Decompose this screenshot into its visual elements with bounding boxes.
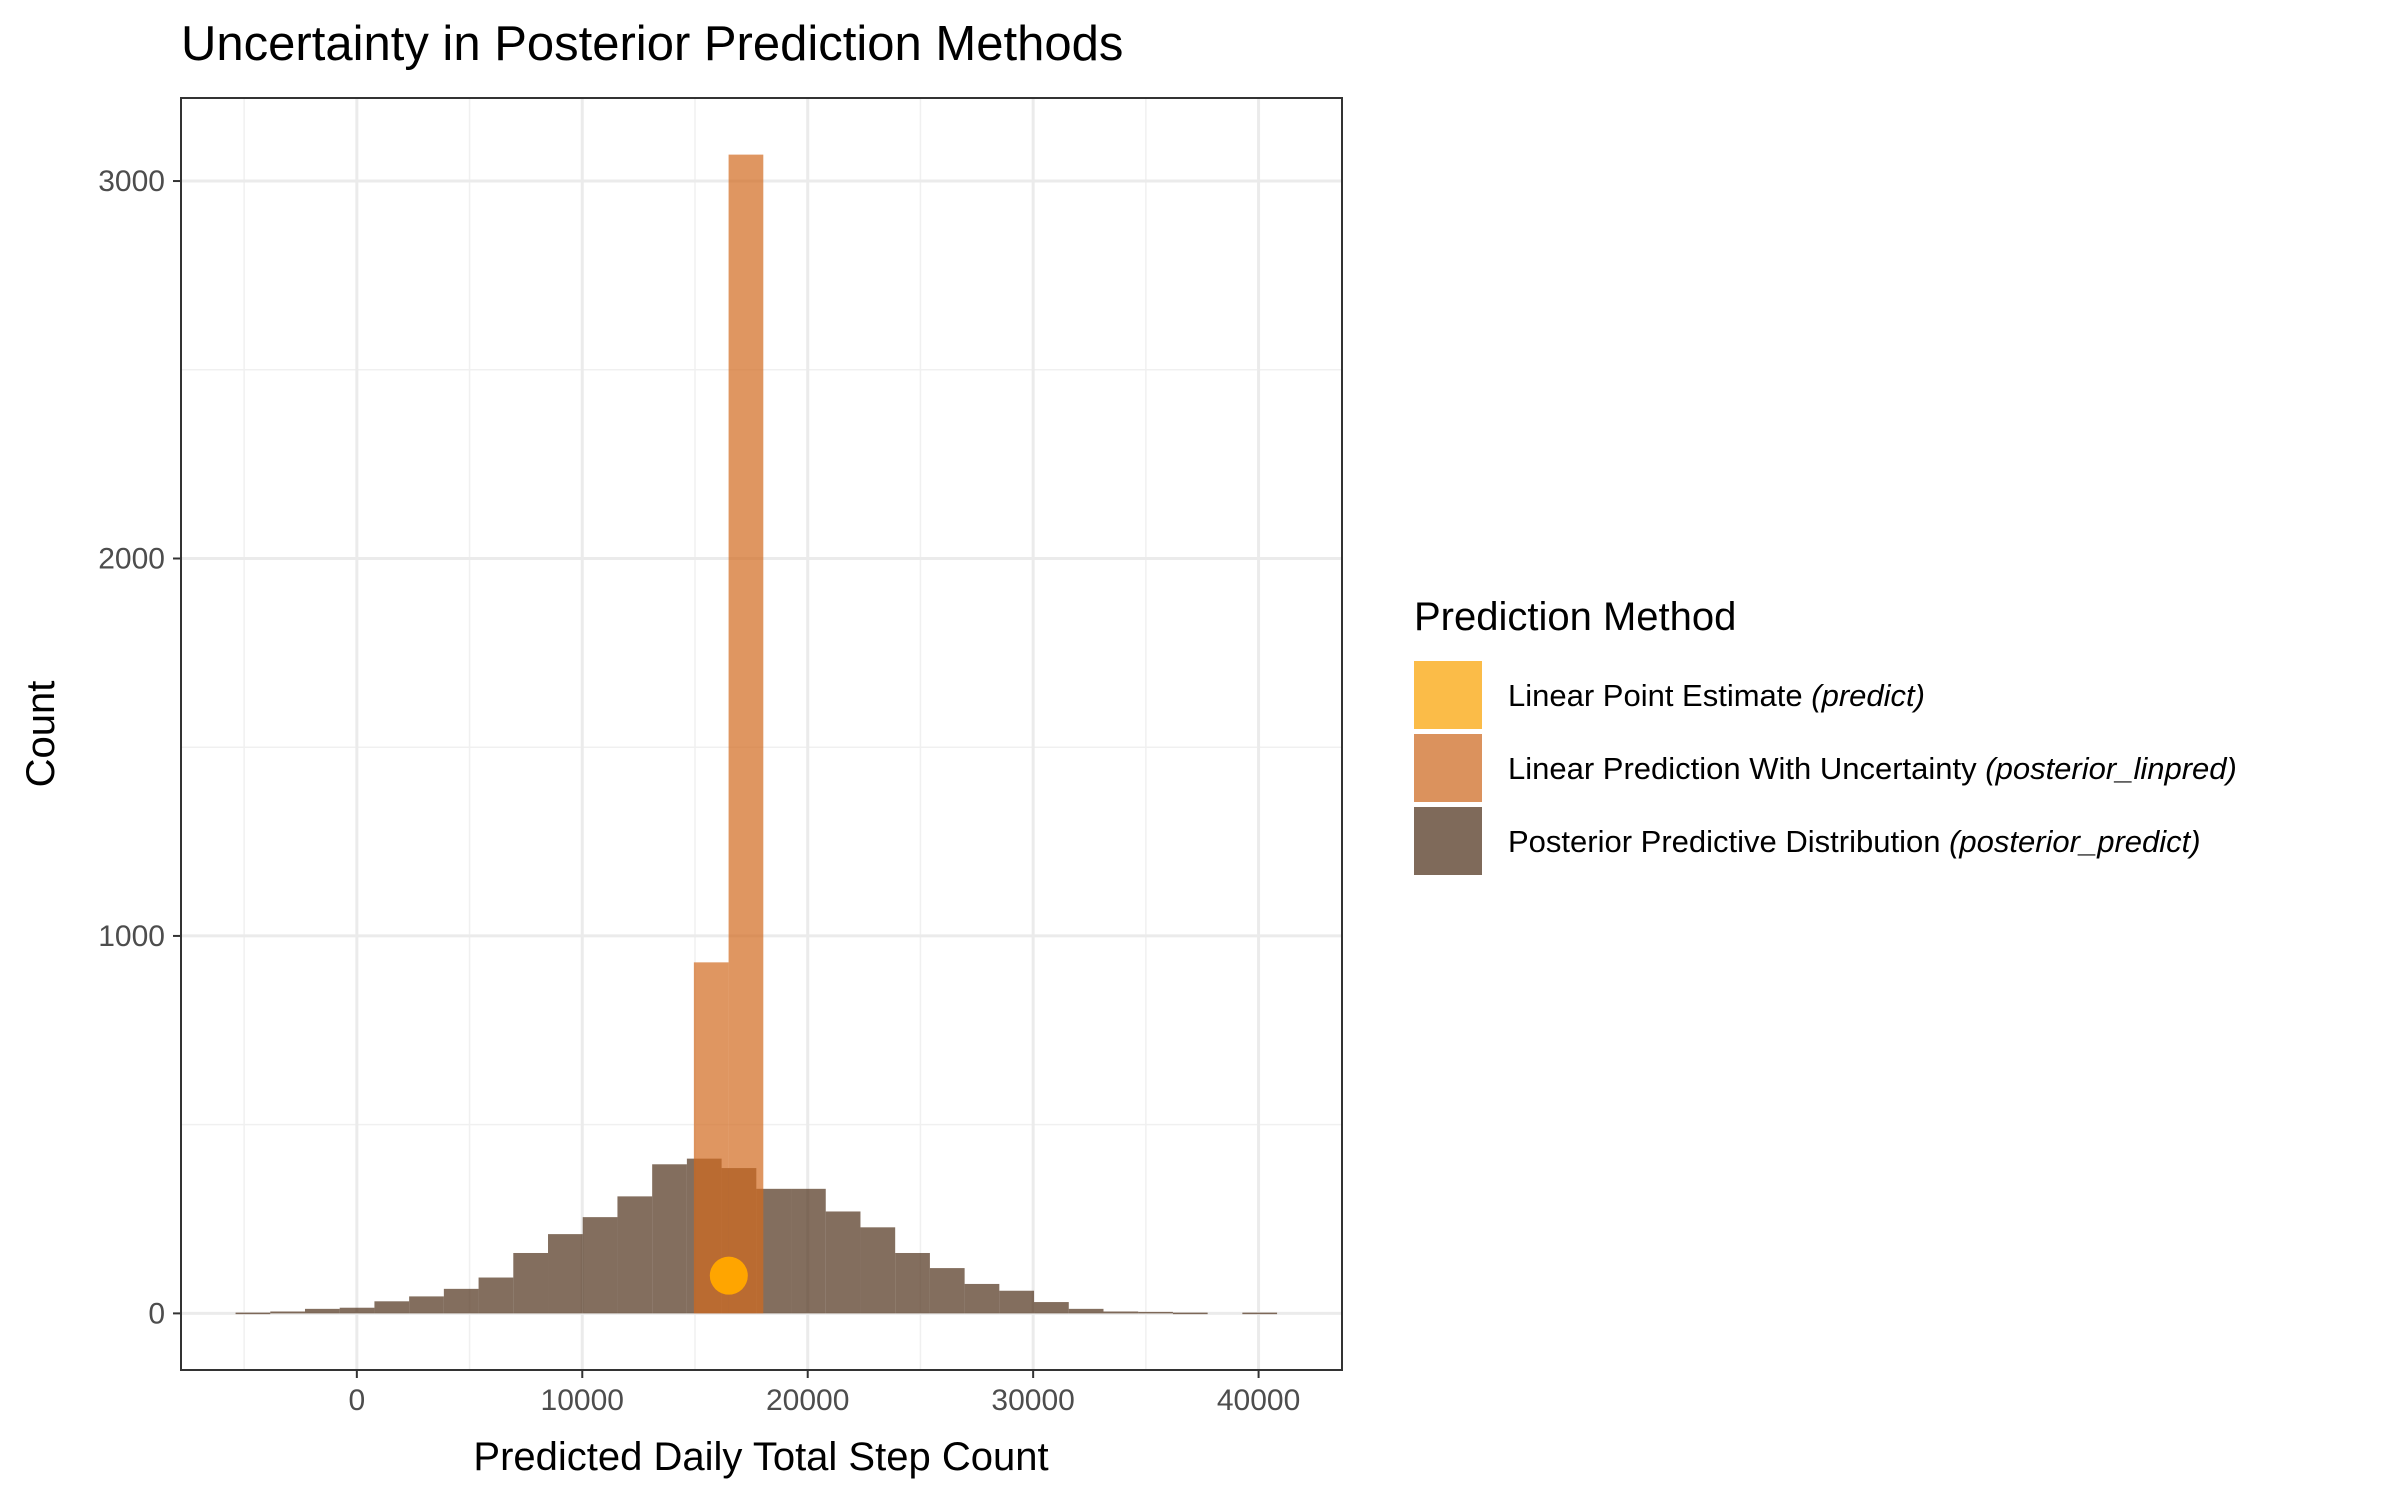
histogram-bar-posterior-predict — [1242, 1312, 1278, 1315]
x-tick-label: 30000 — [991, 1384, 1074, 1417]
histogram-bar-posterior-predict — [791, 1188, 826, 1314]
histogram-bar-posterior-predict — [1034, 1302, 1069, 1314]
histogram-bar-posterior-linpred — [728, 154, 764, 1314]
legend-item-label: Linear Prediction With Uncertainty (post… — [1508, 751, 2237, 786]
histogram-bar-posterior-predict — [270, 1311, 305, 1314]
histogram-bar-posterior-predict — [513, 1252, 549, 1314]
y-tick-label: 3000 — [98, 165, 165, 198]
legend: Prediction Method Linear Point Estimate … — [1414, 595, 2237, 875]
histogram-bar-posterior-predict — [1172, 1312, 1208, 1315]
histogram-bar-posterior-predict — [1103, 1311, 1139, 1314]
histogram-bar-posterior-linpred — [693, 962, 729, 1314]
chart-title: Uncertainty in Posterior Prediction Meth… — [181, 17, 1123, 71]
histogram-bar-posterior-predict — [1138, 1311, 1173, 1314]
y-tick-label: 2000 — [98, 542, 165, 575]
y-tick-label: 1000 — [98, 920, 165, 953]
histogram-bar-posterior-predict — [964, 1283, 1000, 1314]
histogram-bar-posterior-predict — [548, 1234, 583, 1314]
histogram-bar-posterior-predict — [825, 1211, 861, 1314]
histogram-bar-posterior-predict — [860, 1227, 896, 1314]
histogram-bar-posterior-predict — [235, 1312, 271, 1315]
legend-key-swatch — [1414, 807, 1482, 875]
y-axis-title: Count — [19, 681, 63, 788]
y-axis: 0 1000 2000 3000 — [98, 165, 181, 1330]
x-tick-label: 20000 — [766, 1384, 849, 1417]
x-tick-label: 10000 — [541, 1384, 624, 1417]
legend-title: Prediction Method — [1414, 595, 1736, 639]
legend-key-swatch — [1414, 661, 1482, 729]
legend-items: Linear Point Estimate (predict) Linear Pr… — [1414, 661, 2237, 875]
histogram-bar-posterior-predict — [929, 1268, 965, 1314]
histogram-bar-posterior-predict — [582, 1217, 618, 1314]
posterior-linpred-bars — [693, 154, 764, 1314]
y-tick-label: 0 — [148, 1297, 165, 1330]
point-estimate-marker — [709, 1256, 748, 1295]
histogram-bar-posterior-predict — [1068, 1308, 1104, 1314]
point-estimate-markers — [709, 1256, 748, 1295]
x-axis: 0 10000 20000 30000 40000 — [348, 1370, 1300, 1417]
legend-item-label: Linear Point Estimate (predict) — [1508, 678, 1925, 713]
histogram-bar-posterior-predict — [374, 1301, 410, 1314]
x-axis-title: Predicted Daily Total Step Count — [473, 1435, 1048, 1479]
histogram-bar-posterior-predict — [617, 1196, 653, 1314]
histogram-bar-posterior-predict — [443, 1288, 479, 1314]
x-tick-label: 40000 — [1217, 1384, 1300, 1417]
histogram-bar-posterior-predict — [304, 1308, 340, 1314]
histogram-bar-posterior-predict — [478, 1277, 514, 1314]
legend-key-swatch — [1414, 734, 1482, 802]
legend-item-label: Posterior Predictive Distribution (poste… — [1508, 824, 2201, 859]
plot-panel-border — [180, 97, 1343, 1371]
histogram-bar-posterior-predict — [652, 1164, 687, 1314]
histogram-bar-posterior-predict — [895, 1252, 930, 1314]
x-tick-label: 0 — [348, 1384, 365, 1417]
histogram-bar-posterior-predict — [339, 1307, 375, 1314]
histogram-bar-posterior-predict — [999, 1290, 1035, 1314]
histogram-bar-posterior-predict — [409, 1296, 444, 1314]
